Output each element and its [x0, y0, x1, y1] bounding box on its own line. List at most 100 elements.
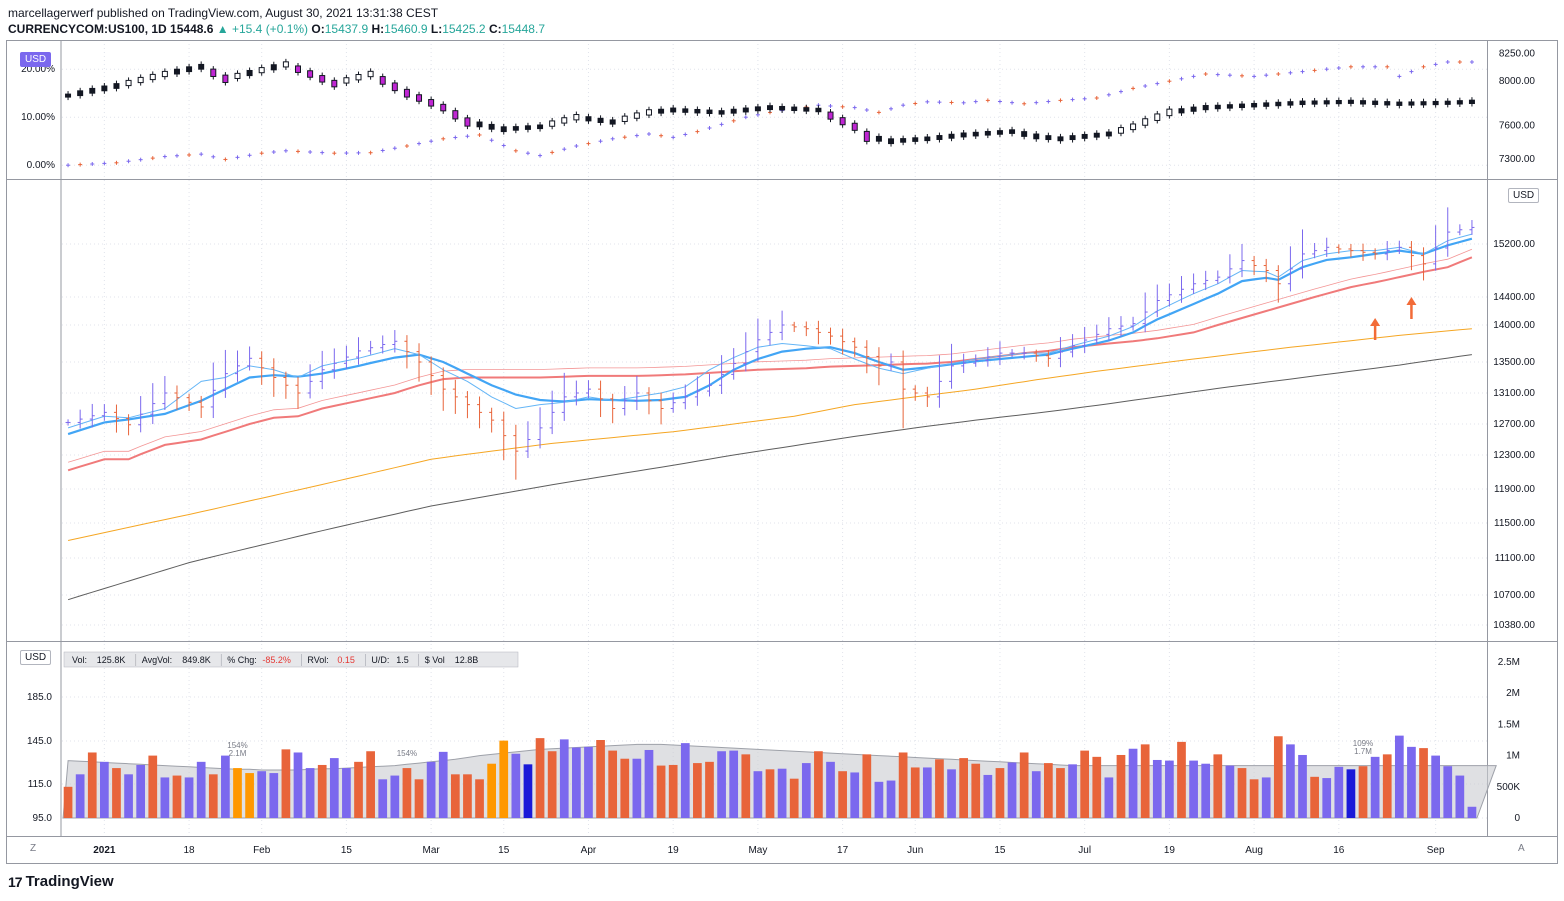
volume-bar — [426, 761, 436, 818]
volume-currency-badge[interactable]: USD — [20, 650, 52, 665]
rs-candle — [113, 80, 120, 92]
price-bar — [815, 320, 821, 345]
volume-bar — [668, 764, 678, 818]
rs-candle-body — [1202, 105, 1209, 111]
rs-candle — [1275, 99, 1282, 109]
price-panel — [65, 207, 1475, 601]
price-tick-label: 12700.00 — [1493, 419, 1535, 430]
rs-candle-body — [706, 109, 713, 115]
rs-dotted-bar — [1312, 68, 1317, 73]
volume-bar — [959, 758, 968, 818]
rs-candle — [561, 114, 568, 127]
price-bar — [513, 424, 519, 480]
rs-dotted-bar — [695, 129, 700, 134]
rs-dotted-bar — [1034, 100, 1039, 105]
rs-candle-body — [1396, 101, 1403, 106]
volume-bar — [1056, 768, 1065, 818]
price-bar — [259, 351, 265, 385]
volume-bar — [1104, 777, 1114, 818]
rs-candle — [1081, 131, 1088, 142]
price-currency-badge[interactable]: USD — [1508, 188, 1540, 203]
price-bar — [852, 337, 858, 357]
rs-candle — [1396, 99, 1403, 109]
volume-bar — [1007, 762, 1017, 818]
rs-candle-body — [125, 79, 132, 87]
rs-dotted-bar — [465, 134, 470, 139]
rs-candle-body — [198, 63, 205, 70]
price-bar — [1384, 241, 1390, 261]
price-bar — [307, 364, 313, 399]
rs-candle — [65, 91, 72, 101]
rs-candle — [779, 103, 786, 113]
price-bar — [1360, 243, 1366, 261]
rs-candle-body — [319, 75, 326, 83]
rs-dotted-bar — [1022, 101, 1027, 106]
price-tick-label: 12300.00 — [1493, 450, 1535, 461]
volume-bar — [572, 747, 581, 818]
time-axis-tick-label: 2021 — [93, 845, 116, 856]
rs-candle-body — [730, 108, 737, 114]
time-axis-tick-label: Jun — [907, 845, 923, 856]
rs-dotted-bar — [453, 135, 458, 140]
time-axis-tick-label: 15 — [994, 845, 1006, 856]
volume-bar — [547, 751, 557, 818]
volume-bar — [100, 761, 109, 818]
rs-candle-body — [972, 131, 979, 137]
volume-bar — [789, 778, 799, 818]
rs-candle-body — [573, 114, 580, 121]
price-bar — [985, 347, 991, 367]
rs-candle-body — [1347, 99, 1354, 104]
rs-candle — [379, 73, 386, 88]
volume-left-tick-label: 115.0 — [28, 779, 53, 790]
price-tick-label: 11500.00 — [1494, 518, 1535, 529]
publisher-line: marcellagerwerf published on TradingView… — [8, 6, 439, 20]
price-bar — [489, 407, 495, 433]
price-bar — [210, 362, 216, 419]
price-bar — [658, 392, 664, 425]
symbol[interactable]: CURRENCYCOM:US100, 1D — [8, 22, 167, 36]
volume-bar — [1443, 766, 1453, 818]
rs-dotted-bar — [1252, 74, 1257, 79]
rs-candle — [621, 113, 628, 125]
volume-info-label: RVol: — [307, 655, 328, 665]
rs-candle — [282, 58, 289, 70]
corner-left[interactable]: Z — [30, 843, 37, 854]
rs-candle — [512, 123, 519, 134]
rs-dotted-bar — [1240, 73, 1244, 78]
open-label: O: — [311, 22, 325, 36]
rs-candle-body — [391, 82, 398, 92]
rs-candle-body — [452, 110, 459, 120]
volume-bar — [475, 779, 484, 818]
volume-bar — [777, 768, 787, 818]
rs-dotted-bar — [937, 100, 942, 105]
rs-candle-body — [246, 69, 253, 77]
price-bar — [1275, 265, 1281, 303]
price-bar — [404, 335, 410, 369]
rs-dotted-bar — [332, 151, 337, 156]
rs-candle — [972, 129, 979, 139]
rs-candle — [210, 66, 217, 80]
price-bar — [1045, 350, 1051, 367]
rs-dotted-bar — [308, 150, 313, 154]
price-bar — [1021, 346, 1027, 360]
rs-dotted-bar — [356, 150, 361, 155]
price-bar — [452, 379, 458, 414]
rs-candle-body — [1093, 132, 1100, 138]
rs-candle-body — [597, 117, 604, 123]
volume-right-tick-label: 1.5M — [1498, 719, 1520, 730]
volume-bar — [414, 779, 424, 818]
rs-candle-body — [524, 125, 531, 130]
rs-candle — [1408, 98, 1415, 109]
rs-candle-body — [1468, 99, 1475, 105]
rs-candle — [1226, 101, 1233, 112]
rs-candle — [1190, 104, 1197, 115]
price-bar — [828, 327, 834, 345]
rs-dotted-bar — [538, 153, 543, 158]
rs-candle — [549, 117, 556, 130]
rs-currency-badge[interactable]: USD — [20, 52, 52, 67]
rs-candle — [912, 134, 919, 145]
volume-bar — [487, 763, 496, 818]
rs-dotted-bar — [320, 150, 325, 155]
corner-right[interactable]: A — [1518, 843, 1525, 854]
